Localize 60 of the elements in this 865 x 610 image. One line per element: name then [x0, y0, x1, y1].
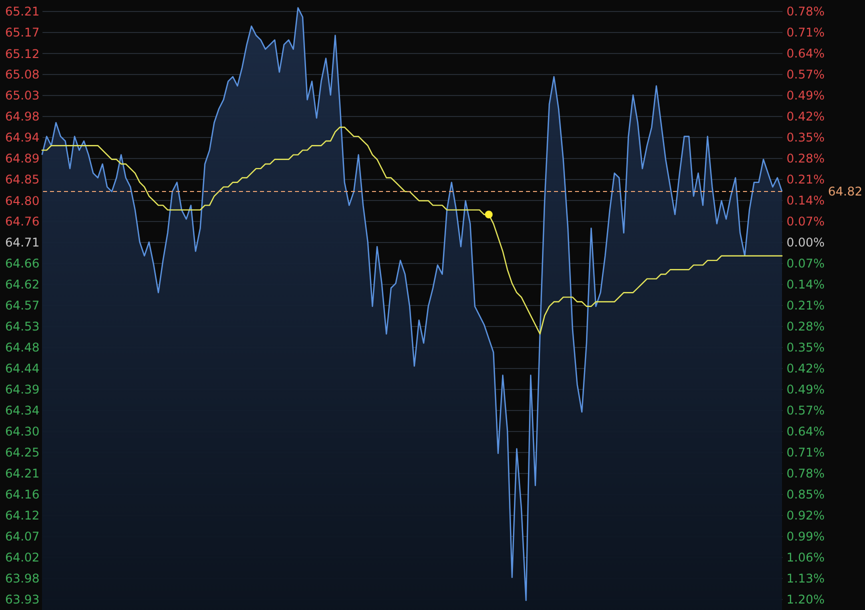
y2-tick-label: 0.99% — [786, 529, 825, 544]
y-tick-label: 65.17 — [5, 26, 40, 40]
y-tick-label: 64.71 — [5, 236, 40, 250]
y-tick-label: 64.48 — [5, 340, 40, 354]
y-tick-label: 64.39 — [5, 382, 40, 397]
line-series — [41, 126, 783, 335]
y2-tick-label: 0.35% — [786, 340, 825, 354]
y-tick-label: 64.94 — [5, 130, 40, 144]
y-tick-label: 64.62 — [5, 277, 40, 292]
y-tick-label: 63.98 — [5, 571, 40, 586]
y-tick-label: 64.80 — [5, 194, 40, 208]
y-tick-label: 64.89 — [5, 152, 40, 166]
y-tick-label: 64.85 — [5, 172, 40, 187]
y2-tick-label: 0.64% — [786, 424, 825, 439]
y-tick-label: 65.03 — [5, 88, 40, 103]
y2-tick-label: 1.20% — [786, 592, 825, 606]
y2-tick-label: 0.71% — [786, 26, 825, 40]
y-tick-label: 64.21 — [5, 466, 40, 481]
y2-tick-label: 0.78% — [786, 4, 825, 18]
y2-tick-label: 0.57% — [786, 403, 825, 418]
y-tick-label: 65.21 — [5, 4, 40, 19]
y-tick-label: 64.34 — [5, 404, 40, 418]
y2-tick-label: 0.92% — [786, 508, 825, 522]
y-tick-label: 64.53 — [5, 320, 40, 334]
y2-tick-label: 1.13% — [786, 571, 825, 586]
y-tick-label: 63.93 — [5, 592, 40, 606]
y2-tick-label: 0.49% — [786, 382, 825, 396]
y-tick-label: 64.12 — [5, 508, 40, 522]
y2-tick-label: 0.14% — [786, 277, 825, 292]
y-tick-label: 64.02 — [5, 550, 40, 565]
y2-tick-label: 0.28% — [786, 151, 825, 166]
y-tick-label: 64.66 — [5, 256, 40, 271]
y2-tick-label: 0.21% — [786, 172, 825, 186]
y-tick-label: 64.44 — [5, 361, 40, 376]
y2-tick-label: 0.07% — [786, 256, 825, 271]
y2-tick-label: 0.71% — [786, 445, 825, 460]
y2-tick-label: 0.35% — [786, 130, 825, 145]
y2-tick-label: 0.57% — [786, 68, 825, 82]
y-tick-label: 65.08 — [5, 67, 40, 82]
ref-line-label: 64.82 — [828, 184, 862, 199]
y2-tick-label: 0.78% — [786, 466, 825, 480]
y2-tick-label: 0.42% — [786, 362, 825, 376]
y2-tick-label: 0.07% — [786, 214, 825, 228]
y2-tick-label: 1.06% — [786, 550, 825, 565]
y-tick-label: 64.30 — [5, 424, 40, 438]
y2-tick-label: 0.00% — [786, 235, 825, 250]
y-tick-label: 64.57 — [5, 298, 40, 312]
y2-tick-label: 0.49% — [786, 88, 825, 103]
y-tick-label: 64.25 — [5, 445, 40, 460]
y2-tick-label: 0.85% — [786, 488, 825, 502]
y-tick-label: 64.76 — [5, 214, 40, 228]
y-tick-label: 64.98 — [5, 110, 40, 124]
y-tick-label: 64.07 — [5, 530, 40, 544]
y-tick-label: 65.12 — [5, 46, 40, 61]
y2-tick-label: 0.14% — [786, 194, 825, 208]
y2-tick-label: 0.28% — [786, 320, 825, 334]
y2-tick-label: 0.21% — [786, 298, 825, 312]
y2-tick-label: 0.42% — [786, 109, 825, 124]
y-tick-label: 64.16 — [5, 487, 40, 502]
y2-tick-label: 0.64% — [786, 46, 825, 60]
